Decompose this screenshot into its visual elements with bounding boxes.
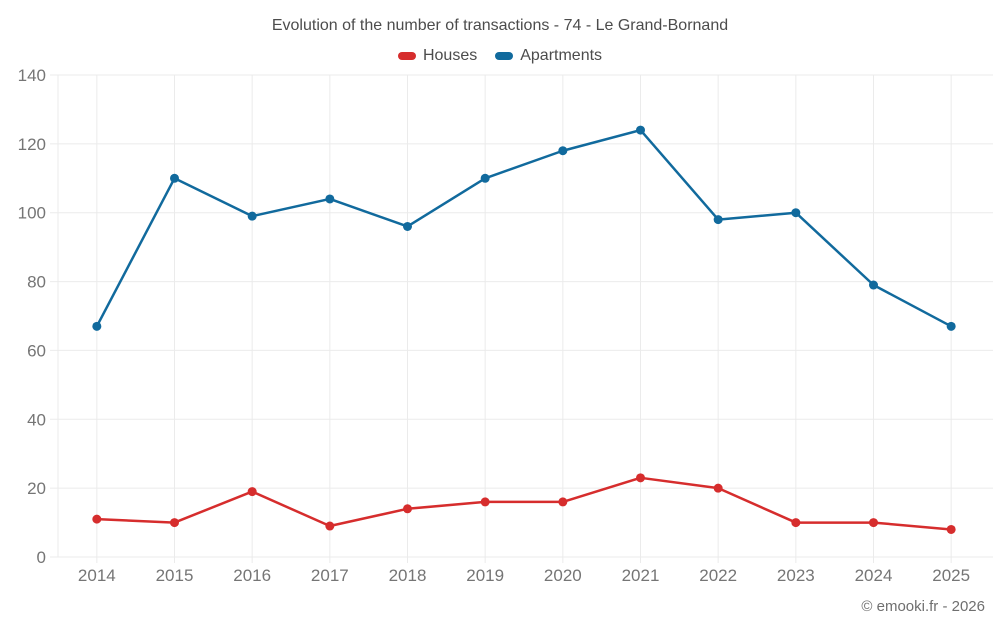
- data-point-houses-2015: [170, 518, 179, 528]
- x-tick-label: 2021: [622, 566, 660, 585]
- data-point-apartments-2018: [403, 221, 412, 231]
- data-point-apartments-2017: [325, 194, 335, 204]
- data-point-houses-2016: [247, 487, 257, 497]
- chart-legend: Houses Apartments: [0, 46, 1000, 66]
- x-tick-label: 2015: [156, 566, 194, 585]
- data-point-houses-2021: [636, 473, 645, 483]
- data-point-houses-2022: [713, 483, 723, 493]
- x-tick-label: 2020: [544, 566, 582, 585]
- y-tick-label: 80: [27, 273, 46, 292]
- data-point-houses-2020: [558, 497, 568, 507]
- x-tick-label: 2022: [699, 566, 737, 585]
- data-point-houses-2024: [869, 518, 878, 528]
- data-point-houses-2023: [791, 518, 801, 528]
- data-point-apartments-2020: [558, 146, 568, 156]
- data-point-apartments-2024: [869, 280, 878, 290]
- y-tick-label: 60: [27, 341, 46, 360]
- x-tick-label: 2016: [233, 566, 271, 585]
- data-point-apartments-2015: [170, 173, 179, 183]
- x-tick-label: 2014: [78, 566, 116, 585]
- y-tick-label: 120: [18, 135, 46, 154]
- y-tick-label: 100: [18, 204, 46, 223]
- chart-title: Evolution of the number of transactions …: [271, 17, 729, 34]
- data-point-apartments-2016: [247, 211, 257, 221]
- data-point-apartments-2014: [92, 321, 102, 331]
- x-tick-label: 2024: [855, 566, 893, 585]
- x-tick-label: 2017: [311, 566, 349, 585]
- legend-item-houses[interactable]: Houses: [397, 47, 478, 65]
- legend-item-apartments[interactable]: Apartments: [495, 47, 602, 65]
- x-tick-label: 2025: [932, 566, 970, 585]
- legend-label-houses: Houses: [422, 47, 478, 64]
- data-point-houses-2014: [92, 514, 102, 524]
- apartments-series-swatch-icon: [495, 52, 514, 60]
- copyright-credit: © emooki.fr - 2026: [861, 598, 985, 615]
- data-point-apartments-2022: [713, 215, 723, 225]
- x-tick-label: 2023: [777, 566, 815, 585]
- data-point-apartments-2023: [791, 208, 801, 218]
- legend-label-apartments: Apartments: [520, 47, 603, 64]
- y-tick-label: 40: [27, 410, 46, 429]
- x-tick-label: 2018: [389, 566, 427, 585]
- data-point-houses-2019: [480, 497, 490, 507]
- y-tick-label: 140: [18, 66, 46, 85]
- data-point-houses-2025: [946, 524, 956, 534]
- data-point-apartments-2021: [636, 125, 645, 135]
- data-point-apartments-2019: [480, 173, 490, 183]
- series-line-apartments: [95, 128, 953, 328]
- data-point-houses-2018: [403, 504, 412, 514]
- y-tick-label: 0: [37, 548, 46, 567]
- houses-series-swatch-icon: [397, 52, 416, 60]
- data-point-apartments-2025: [946, 321, 956, 331]
- data-point-houses-2017: [325, 521, 335, 531]
- x-tick-label: 2019: [466, 566, 504, 585]
- series-line-houses: [95, 476, 953, 531]
- y-tick-label: 20: [27, 479, 46, 498]
